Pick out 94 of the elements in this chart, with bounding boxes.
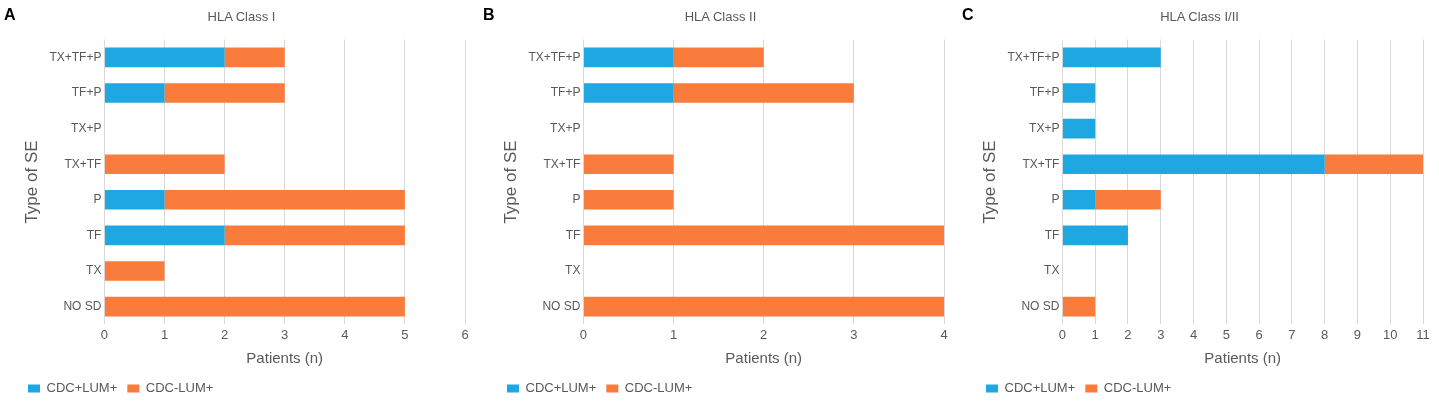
- chart-title: HLA Class II: [684, 9, 757, 25]
- bar: [1062, 118, 1096, 139]
- x-tick-label: 3: [850, 326, 858, 342]
- bar: [583, 225, 944, 246]
- y-tick-label: NO SD: [542, 298, 581, 313]
- bar: [583, 296, 944, 317]
- x-axis-title: Patients (n): [246, 349, 324, 367]
- bar: [104, 225, 225, 246]
- text: C: [962, 6, 974, 24]
- y-tick-label: TX: [86, 263, 102, 278]
- bar: [1062, 47, 1161, 68]
- x-tick-label: 3: [281, 326, 289, 342]
- x-tick-label: 2: [220, 326, 229, 342]
- y-tick-label: TF+P: [550, 85, 581, 100]
- legend-label: CDC-LUM+: [1103, 380, 1172, 396]
- y-tick-label: TX+TF+P: [1007, 49, 1060, 64]
- y-tick-label: TX+TF: [543, 156, 581, 171]
- y-tick-label: TF: [1044, 227, 1060, 242]
- x-tick-label: 0: [100, 326, 109, 342]
- bar: [164, 190, 405, 210]
- bar: [104, 261, 165, 281]
- y-tick-label: TX+TF: [64, 156, 102, 171]
- bar: [673, 47, 764, 68]
- y-tick-label: TX: [1044, 263, 1060, 278]
- bar: [104, 190, 165, 210]
- bar: [1062, 296, 1096, 317]
- y-tick-label: TF+P: [1029, 85, 1060, 100]
- x-tick-label: 0: [579, 326, 588, 342]
- x-tick-label: 5: [401, 326, 409, 342]
- x-tick-label: 6: [461, 326, 469, 342]
- legend-label: CDC+LUM+: [525, 380, 597, 396]
- bar: [1095, 190, 1161, 210]
- x-tick-label: 4: [940, 326, 948, 342]
- y-tick-label: TF: [86, 227, 102, 242]
- y-tick-label: NO SD: [1021, 298, 1060, 313]
- bar: [104, 296, 405, 317]
- y-tick-label: NO SD: [63, 298, 102, 313]
- bar: [1062, 154, 1325, 174]
- chart-title: HLA Class I: [207, 9, 276, 25]
- x-tick-label: 4: [341, 326, 349, 342]
- text: B: [483, 6, 495, 24]
- bar: [164, 83, 285, 103]
- x-tick-label: 6: [1255, 326, 1263, 342]
- bar: [673, 83, 854, 103]
- bar: [583, 154, 674, 174]
- y-tick-label: P: [1051, 192, 1060, 207]
- x-tick-label: 3: [1157, 326, 1165, 342]
- bar: [104, 154, 225, 174]
- bar: [583, 47, 674, 68]
- x-tick-label: 1: [160, 326, 169, 342]
- x-tick-label: 8: [1321, 326, 1329, 342]
- x-axis-title: Patients (n): [1204, 349, 1282, 367]
- bar: [1062, 225, 1128, 246]
- x-tick-label: 4: [1189, 326, 1198, 342]
- y-tick-label: TX+P: [550, 120, 581, 135]
- y-tick-label: TF: [565, 227, 581, 242]
- x-tick-label: 10: [1382, 326, 1398, 342]
- bar: [104, 83, 165, 103]
- x-tick-label: 1: [1091, 326, 1099, 342]
- y-tick-label: TX+TF+P: [49, 49, 102, 64]
- chart-title: HLA Class I/II: [1160, 9, 1239, 25]
- legend-label: CDC-LUM+: [624, 380, 693, 396]
- bar: [583, 190, 674, 210]
- legend-label: CDC-LUM+: [145, 380, 214, 396]
- bar: [224, 225, 405, 246]
- legend-label: CDC+LUM+: [1004, 380, 1076, 396]
- bar: [583, 83, 674, 103]
- legend-label: CDC+LUM+: [46, 380, 118, 396]
- x-tick-label: 5: [1222, 326, 1230, 342]
- bar: [104, 47, 225, 68]
- bar: [1324, 154, 1423, 174]
- x-tick-label: 2: [760, 326, 768, 342]
- x-tick-label: 1: [669, 326, 678, 342]
- y-tick-label: TF+P: [71, 85, 102, 100]
- y-tick-label: TX+TF+P: [528, 49, 581, 64]
- y-axis-title: Type of SE: [21, 140, 41, 224]
- x-tick-label: 9: [1353, 326, 1362, 342]
- x-axis-title: Patients (n): [725, 349, 803, 367]
- bar: [1062, 83, 1096, 103]
- x-tick-label: 0: [1058, 326, 1067, 342]
- x-tick-label: 11: [1416, 326, 1430, 342]
- x-tick-label: 7: [1288, 326, 1296, 342]
- text: A: [4, 6, 16, 24]
- y-axis-title: Type of SE: [500, 140, 520, 224]
- bar: [224, 47, 285, 68]
- y-tick-label: P: [572, 192, 581, 207]
- y-axis-title: Type of SE: [979, 140, 999, 224]
- y-tick-label: TX: [565, 263, 581, 278]
- y-tick-label: TX+P: [71, 120, 102, 135]
- bar: [1062, 190, 1096, 210]
- x-tick-label: 2: [1124, 326, 1132, 342]
- y-tick-label: TX+TF: [1022, 156, 1060, 171]
- y-tick-label: TX+P: [1029, 120, 1060, 135]
- y-tick-label: P: [93, 192, 102, 207]
